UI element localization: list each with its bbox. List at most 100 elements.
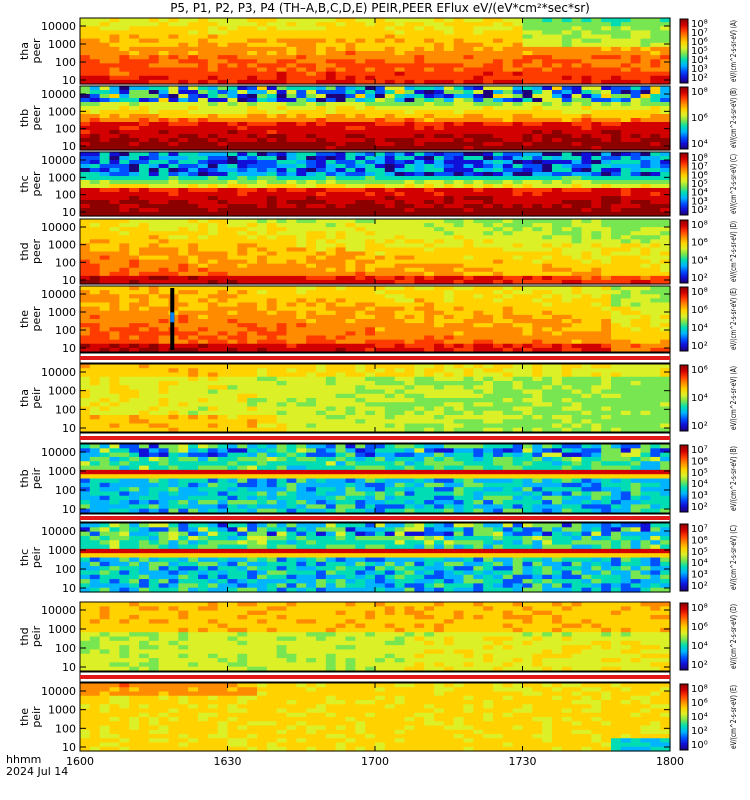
heatmap-cell [89, 239, 101, 244]
heatmap-cell [522, 251, 533, 257]
heatmap-cell [483, 67, 494, 73]
heatmap-cell [552, 114, 563, 119]
heatmap-cell [178, 335, 189, 341]
heatmap-cell [109, 30, 120, 36]
heatmap-cell [493, 188, 504, 193]
heatmap-cell [473, 42, 484, 48]
heatmap-cell [414, 231, 425, 236]
heatmap-cell [296, 275, 307, 281]
heatmap-cell [119, 122, 130, 127]
heatmap-cell [266, 364, 278, 369]
heatmap-cell [247, 22, 258, 27]
heatmap-cell [601, 94, 612, 99]
heatmap-cell [384, 26, 396, 31]
heatmap-cell [591, 156, 602, 161]
heatmap-cell [276, 212, 288, 217]
heatmap-cell [227, 67, 238, 73]
heatmap-cell [207, 263, 219, 269]
heatmap-cell [266, 188, 278, 193]
heatmap-cell [306, 126, 317, 131]
heatmap-cell [109, 339, 120, 345]
heatmap-cell [630, 343, 642, 349]
heatmap-cell [473, 118, 484, 123]
heatmap-cell [512, 146, 524, 151]
heatmap-cell [158, 26, 170, 31]
heatmap-cell [316, 223, 327, 228]
heatmap-cell [198, 247, 209, 253]
heatmap-cell [207, 327, 219, 332]
heatmap-cell [581, 180, 592, 185]
heatmap-cell [611, 290, 622, 295]
heatmap-cell [335, 223, 347, 228]
heatmap-cell [542, 339, 553, 345]
heatmap-cell [148, 347, 160, 353]
heatmap-cell [384, 231, 396, 236]
heatmap-cell [316, 168, 327, 173]
heatmap-cell [129, 286, 140, 291]
heatmap-cell [463, 314, 474, 320]
heatmap-cell [394, 314, 406, 320]
heatmap-cell [148, 310, 160, 316]
heatmap-cell [404, 335, 415, 341]
heatmap-cell [276, 114, 288, 119]
heatmap-cell [512, 196, 524, 201]
heatmap-cell [286, 259, 297, 265]
heatmap-cell [611, 122, 622, 127]
heatmap-cell [630, 67, 642, 73]
heatmap-cell [552, 294, 563, 299]
heatmap-cell [384, 86, 396, 91]
heatmap-cell [119, 46, 130, 52]
heatmap-cell [591, 106, 602, 111]
heatmap-cell [640, 26, 651, 31]
heatmap-cell [148, 114, 160, 119]
heatmap-cell [561, 239, 573, 244]
colorbar-tick-label: 10⁸ [691, 87, 708, 98]
heatmap-cell [601, 38, 612, 44]
heatmap-cell [286, 364, 297, 369]
heatmap-cell [178, 118, 189, 123]
heatmap-cell [80, 347, 91, 353]
heatmap-cell [394, 204, 406, 209]
heatmap-cell [601, 208, 612, 213]
heatmap-cell [257, 310, 268, 316]
heatmap-cell [109, 323, 120, 328]
heatmap-cell [227, 323, 238, 328]
heatmap-cell [620, 339, 632, 345]
heatmap-cell [483, 176, 494, 181]
heatmap-cell [660, 343, 671, 349]
heatmap-cell [434, 294, 445, 299]
heatmap-cell [266, 30, 278, 36]
heatmap-cell [571, 200, 583, 205]
heatmap-cell [394, 275, 406, 281]
heatmap-cell [168, 275, 179, 281]
heatmap-cell [650, 347, 661, 353]
heatmap-cell [394, 94, 406, 99]
heatmap-cell [502, 323, 514, 328]
heatmap-cell [522, 55, 533, 60]
heatmap-cell [591, 188, 602, 193]
heatmap-cell [335, 46, 347, 52]
heatmap-cell [365, 160, 376, 165]
heatmap-cell [158, 271, 170, 277]
heatmap-cell [434, 168, 445, 173]
heatmap-cell [237, 75, 248, 81]
heatmap-cell [493, 294, 504, 299]
heatmap-cell [119, 271, 130, 277]
heatmap-cell [139, 235, 150, 240]
heatmap-cell [591, 126, 602, 131]
heatmap-cell [630, 102, 642, 107]
heatmap-cell [217, 67, 229, 73]
heatmap-cell [611, 130, 622, 135]
heatmap-cell [660, 180, 671, 185]
heatmap-cell [129, 172, 140, 177]
heatmap-cell [335, 339, 347, 345]
heatmap-cell [561, 110, 573, 115]
heatmap-cell [296, 247, 307, 253]
heatmap-cell [640, 314, 651, 320]
heatmap-cell [424, 331, 435, 337]
heatmap-cell [620, 75, 632, 81]
heatmap-cell [532, 306, 543, 312]
heatmap-cell [158, 168, 170, 173]
heatmap-cell [325, 34, 337, 40]
